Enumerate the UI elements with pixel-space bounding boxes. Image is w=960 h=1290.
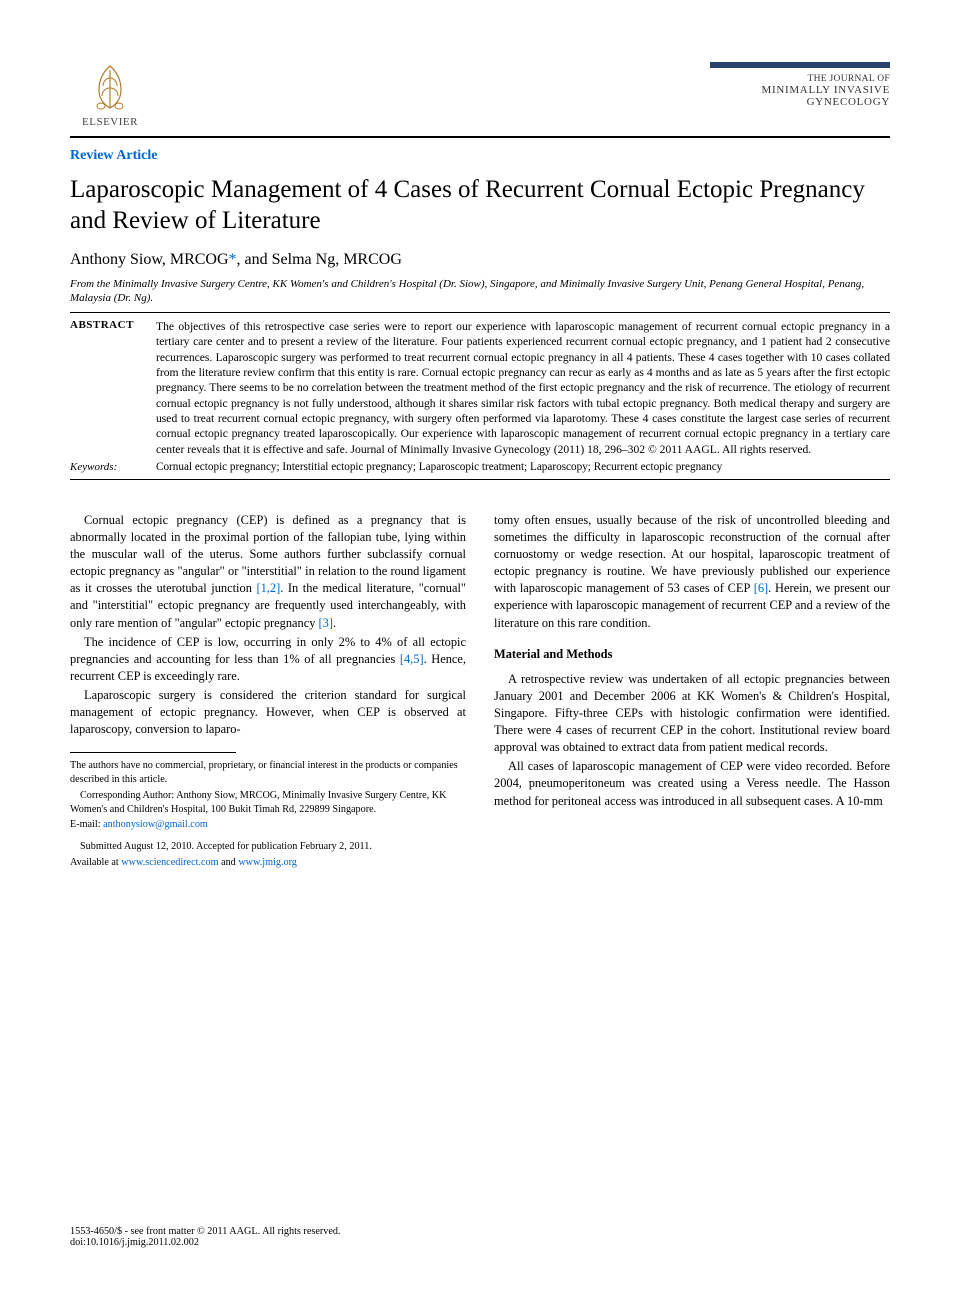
abstract-label: ABSTRACT bbox=[70, 319, 142, 457]
publisher-logo-block: ELSEVIER bbox=[70, 60, 150, 128]
page-header: ELSEVIER THE JOURNAL OF MINIMALLY INVASI… bbox=[70, 60, 890, 128]
corresponding-author-link[interactable]: * bbox=[229, 251, 237, 268]
publisher-name: ELSEVIER bbox=[82, 116, 138, 128]
footnote-corresponding: Corresponding Author: Anthony Siow, MRCO… bbox=[70, 789, 466, 817]
body-para-4: tomy often ensues, usually because of th… bbox=[494, 512, 890, 632]
footnote-rule bbox=[70, 752, 236, 753]
journal-line1: THE JOURNAL OF bbox=[710, 74, 890, 84]
footnote-email-line: E-mail: anthonysiow@gmail.com bbox=[70, 818, 466, 832]
body-para-3: Laparoscopic surgery is considered the c… bbox=[70, 687, 466, 738]
body-para-2: The incidence of CEP is low, occurring i… bbox=[70, 634, 466, 685]
body-para-1: Cornual ectopic pregnancy (CEP) is defin… bbox=[70, 512, 466, 632]
footnotes-block: The authors have no commercial, propriet… bbox=[70, 759, 466, 869]
author-2: , and Selma Ng, MRCOG bbox=[237, 251, 402, 268]
section-heading-methods: Material and Methods bbox=[494, 646, 890, 663]
body-para-6: All cases of laparoscopic management of … bbox=[494, 758, 890, 809]
ref-link-3[interactable]: [3] bbox=[319, 616, 333, 630]
journal-line2: MINIMALLY INVASIVE bbox=[710, 84, 890, 96]
body-para-5: A retrospective review was undertaken of… bbox=[494, 671, 890, 757]
column-right: tomy often ensues, usually because of th… bbox=[494, 512, 890, 872]
abstract-text: The objectives of this retrospective cas… bbox=[156, 319, 890, 457]
ref-link-1-2[interactable]: [1,2] bbox=[256, 581, 280, 595]
bottom-meta: 1553-4650/$ - see front matter © 2011 AA… bbox=[70, 1226, 890, 1248]
abstract-block: ABSTRACT The objectives of this retrospe… bbox=[70, 319, 890, 457]
abstract-top-rule bbox=[70, 312, 890, 313]
email-label: E-mail: bbox=[70, 819, 103, 830]
journal-name-block: THE JOURNAL OF MINIMALLY INVASIVE GYNECO… bbox=[710, 60, 890, 108]
ref-link-4-5[interactable]: [4,5] bbox=[400, 652, 424, 666]
affiliation: From the Minimally Invasive Surgery Cent… bbox=[70, 277, 890, 307]
copyright-line: 1553-4650/$ - see front matter © 2011 AA… bbox=[70, 1226, 340, 1237]
jmig-link[interactable]: www.jmig.org bbox=[238, 857, 297, 868]
author-1: Anthony Siow, MRCOG bbox=[70, 251, 229, 268]
footnote-coi: The authors have no commercial, propriet… bbox=[70, 759, 466, 787]
available-label: Available at bbox=[70, 857, 121, 868]
keywords-block: Keywords: Cornual ectopic pregnancy; Int… bbox=[70, 461, 890, 473]
ref-link-6[interactable]: [6] bbox=[754, 581, 768, 595]
keywords-text: Cornual ectopic pregnancy; Interstitial … bbox=[156, 461, 722, 473]
doi-line: doi:10.1016/j.jmig.2011.02.002 bbox=[70, 1237, 340, 1248]
elsevier-tree-icon bbox=[83, 60, 137, 114]
sciencedirect-link[interactable]: www.sciencedirect.com bbox=[121, 857, 218, 868]
keywords-label: Keywords: bbox=[70, 461, 142, 473]
article-type: Review Article bbox=[70, 148, 890, 164]
abstract-bottom-rule bbox=[70, 479, 890, 480]
article-title: Laparoscopic Management of 4 Cases of Re… bbox=[70, 174, 890, 237]
footnote-submitted: Submitted August 12, 2010. Accepted for … bbox=[70, 840, 466, 854]
bottom-left: 1553-4650/$ - see front matter © 2011 AA… bbox=[70, 1226, 340, 1248]
top-rule bbox=[70, 136, 890, 138]
body-text: . bbox=[333, 616, 336, 630]
journal-accent-bar bbox=[710, 62, 890, 68]
email-link[interactable]: anthonysiow@gmail.com bbox=[103, 819, 208, 830]
authors-line: Anthony Siow, MRCOG*, and Selma Ng, MRCO… bbox=[70, 251, 890, 269]
journal-line3: GYNECOLOGY bbox=[710, 96, 890, 108]
and-text: and bbox=[219, 857, 239, 868]
column-left: Cornual ectopic pregnancy (CEP) is defin… bbox=[70, 512, 466, 872]
footnote-available: Available at www.sciencedirect.com and w… bbox=[70, 856, 466, 870]
body-columns: Cornual ectopic pregnancy (CEP) is defin… bbox=[70, 512, 890, 872]
